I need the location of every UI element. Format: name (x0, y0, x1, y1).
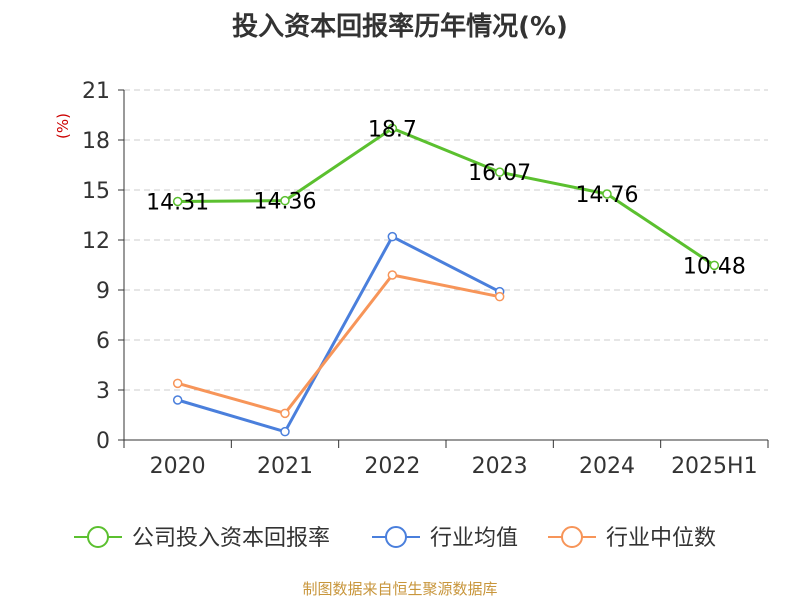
data-point-1[interactable] (387, 231, 398, 242)
data-point-1[interactable] (172, 395, 183, 405)
legend-marker (385, 526, 407, 548)
data-label: 14.31 (146, 191, 209, 216)
grid-lines (124, 89, 768, 391)
y-tick-label: 21 (82, 79, 110, 104)
series-line-0 (177, 126, 716, 267)
data-point-1[interactable] (280, 426, 290, 437)
legend-item-0[interactable]: 公司投入资本回报率 (74, 526, 330, 551)
legend-label: 行业均值 (430, 526, 518, 551)
data-label: 14.76 (576, 183, 639, 208)
y-tick-label: 18 (82, 129, 110, 154)
axes: 0 3 6 9 12 15 18 21 2020 2021 2022 2023 2024 2025H1 (82, 79, 769, 479)
legend-item-2[interactable]: 行业中位数 (548, 526, 716, 551)
legend-label: 行业中位数 (606, 526, 716, 551)
data-point-0[interactable] (172, 196, 183, 207)
y-tick-label: 15 (82, 179, 110, 204)
legend-marker (561, 526, 583, 548)
data-point-0[interactable] (709, 260, 720, 271)
legend[interactable]: 公司投入资本回报率 行业均值 行业中位数 (74, 526, 716, 551)
x-tick-label: 2025H1 (671, 454, 758, 479)
y-tick-label: 0 (96, 429, 110, 454)
legend-item-1[interactable]: 行业均值 (372, 526, 518, 551)
legend-marker (87, 526, 109, 548)
x-tick-label: 2020 (150, 454, 206, 479)
x-tick-label: 2023 (472, 454, 528, 479)
data-label: 14.36 (254, 190, 317, 215)
y-tick-label: 12 (82, 229, 110, 254)
series-lines (172, 123, 720, 437)
x-tick-label: 2022 (364, 454, 420, 479)
x-tick-label: 2024 (579, 454, 635, 479)
data-point-2[interactable] (280, 408, 290, 419)
data-point-0[interactable] (387, 123, 398, 134)
data-label: 16.07 (468, 161, 531, 186)
legend-label: 公司投入资本回报率 (132, 526, 330, 551)
source-note: 制图数据来自恒生聚源数据库 (302, 580, 497, 598)
data-point-0[interactable] (494, 167, 505, 177)
data-point-2[interactable] (494, 291, 505, 302)
x-tick-label: 2021 (257, 454, 313, 479)
y-tick-label: 6 (96, 329, 110, 354)
data-point-2[interactable] (172, 378, 183, 389)
chart-title: 投入资本回报率历年情况(%) (232, 11, 568, 42)
y-tick-label: 3 (96, 379, 110, 404)
series-line-2 (177, 273, 500, 415)
series-line-1 (177, 235, 501, 434)
y-tick-label: 9 (96, 279, 110, 304)
data-label: 18.7 (368, 117, 417, 142)
y-axis-label: (%) (54, 113, 72, 139)
data-labels: 14.31 14.36 18.7 16.07 14.76 10.48 (146, 117, 746, 279)
data-point-0[interactable] (602, 189, 612, 199)
data-point-0[interactable] (280, 195, 290, 206)
data-label: 10.48 (683, 254, 746, 279)
data-point-2[interactable] (387, 270, 398, 280)
